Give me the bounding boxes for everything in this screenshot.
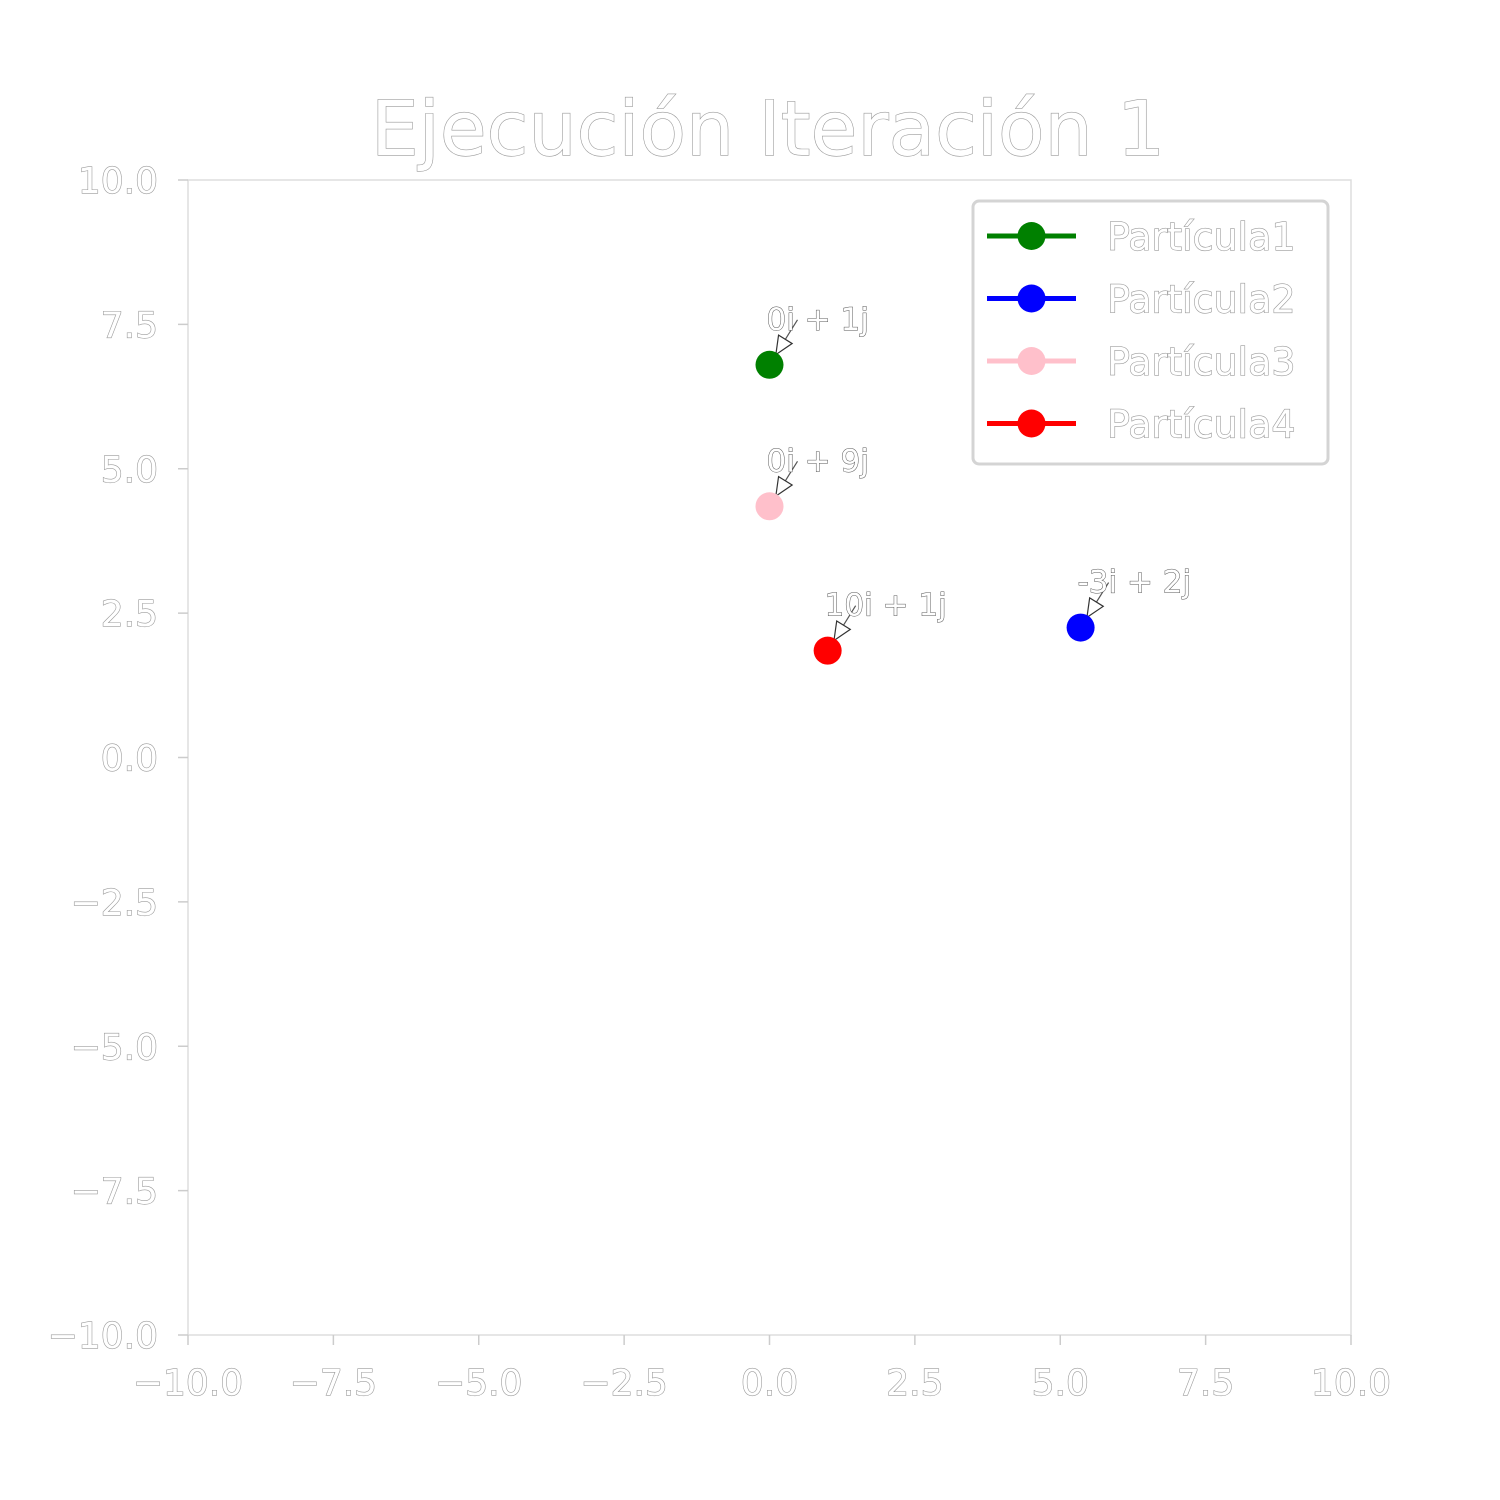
x-tick-label: 5.0	[1032, 1363, 1089, 1404]
x-tick-label: −7.5	[290, 1363, 377, 1404]
annotation-arrowhead	[775, 475, 794, 498]
point-annotation-label: 0i + 9j	[767, 443, 869, 479]
annotation-arrowhead	[833, 619, 852, 642]
point-annotation-label: -3i + 2j	[1078, 565, 1192, 601]
x-tick-label: −10.0	[133, 1363, 243, 1404]
legend-label: Partícula2	[1107, 278, 1296, 322]
y-axis: −10.0 −7.5 −5.0 −2.5 0.0 2.5 5.0 7.5 10.0	[47, 160, 188, 1358]
legend-label: Partícula4	[1107, 403, 1296, 447]
particle-point	[755, 350, 784, 379]
particle-point	[813, 636, 842, 665]
point-annotation-label: 0i + 1j	[767, 302, 869, 338]
x-tick-label: 0.0	[741, 1363, 798, 1404]
legend-marker	[1017, 284, 1046, 313]
particle-point	[1066, 613, 1095, 642]
chart-title: Ejecución Iteración 1	[371, 84, 1165, 173]
y-tick-label: 7.5	[101, 305, 158, 346]
point-annotations: 0i + 1j -3i + 2j 0i + 9j 10i + 1j	[766, 301, 1192, 642]
legend: Partícula1 Partícula2 Partícula3 Partícula4	[971, 199, 1330, 466]
point-annotation-label: 10i + 1j	[825, 588, 947, 624]
y-tick-label: −10.0	[48, 1316, 158, 1357]
legend-frame	[971, 199, 1330, 466]
legend-label: Partícula3	[1107, 340, 1296, 384]
x-tick-label: 10.0	[1311, 1363, 1391, 1404]
y-tick-label: −7.5	[71, 1172, 158, 1213]
data-points	[755, 350, 1095, 665]
legend-label: Partícula1	[1107, 215, 1296, 259]
x-tick-label: −5.0	[435, 1363, 522, 1404]
y-tick-label: 10.0	[78, 161, 158, 202]
y-tick-label: 5.0	[101, 450, 158, 491]
y-tick-label: 2.5	[101, 594, 158, 635]
particle-point	[755, 492, 784, 521]
legend-marker	[1017, 347, 1046, 375]
x-tick-label: 7.5	[1177, 1363, 1234, 1404]
y-tick-label: 0.0	[101, 739, 158, 780]
legend-marker	[1017, 222, 1046, 250]
x-tick-label: 2.5	[886, 1363, 943, 1404]
x-tick-label: −2.5	[580, 1363, 667, 1404]
x-axis: −10.0 −7.5 −5.0 −2.5 0.0 2.5 5.0 7.5 10.0	[132, 1335, 1392, 1405]
y-tick-label: −2.5	[71, 883, 158, 924]
legend-marker	[1017, 409, 1046, 438]
annotation-arrowhead	[775, 334, 794, 356]
y-tick-label: −5.0	[71, 1027, 158, 1068]
annotation-arrowhead	[1086, 596, 1105, 619]
